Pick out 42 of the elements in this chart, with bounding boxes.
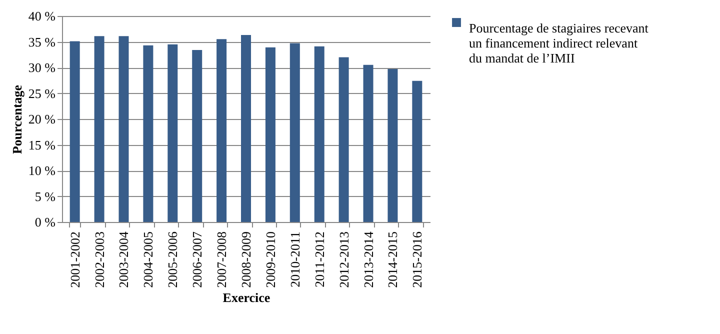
bar (412, 80, 422, 222)
x-tick-label: 2010-2011 (287, 232, 302, 288)
y-tick-label: 30 % (28, 60, 56, 75)
bar (192, 50, 202, 222)
y-tick-label: 25 % (28, 86, 56, 101)
x-tick-label: 2004-2005 (140, 232, 156, 288)
y-tick-label: 40 % (28, 8, 56, 24)
bar (143, 45, 154, 222)
y-tick-label: 10 % (28, 163, 56, 178)
bar (265, 47, 276, 222)
x-tick-label: 2012-2013 (336, 232, 352, 288)
bar (363, 64, 374, 222)
x-tick-label: 2005-2006 (165, 231, 180, 288)
x-tick-label: 2001-2002 (67, 232, 82, 288)
y-tick-label: 35 % (28, 34, 56, 50)
bar (338, 57, 349, 222)
legend-label: Pourcentage de stagiaires recevant un financement indirect relevant du mandat de l’IMII (469, 20, 649, 66)
y-tick-label: 5 % (34, 188, 56, 204)
bar (94, 36, 104, 222)
bar (216, 39, 227, 222)
x-tick-label: 2006-2007 (190, 231, 205, 288)
bar (118, 36, 129, 222)
x-tick-label: 2003-2004 (116, 231, 132, 288)
x-axis-title: Exercice (222, 290, 270, 305)
bar (70, 41, 80, 222)
bar (290, 43, 300, 222)
x-tick-label: 2015-2016 (410, 231, 425, 288)
bar (388, 69, 398, 222)
x-tick-label: 2013-2014 (360, 231, 376, 288)
x-tick-label: 2014-2015 (385, 232, 400, 288)
x-tick-label: 2009-2010 (262, 232, 278, 288)
x-tick-label: 2007-2008 (214, 232, 230, 288)
y-tick-label: 15 % (28, 137, 56, 152)
y-tick-label: 0 % (34, 214, 56, 230)
y-tick-label: 20 % (28, 112, 56, 126)
bar (168, 44, 178, 222)
bar (241, 35, 251, 222)
x-tick-label: 2008-2009 (238, 232, 254, 288)
x-tick-label: 2011-2012 (312, 232, 327, 288)
bar (314, 46, 324, 222)
y-axis-title: Pourcentage (9, 84, 24, 154)
x-tick-label: 2002-2003 (92, 232, 107, 288)
